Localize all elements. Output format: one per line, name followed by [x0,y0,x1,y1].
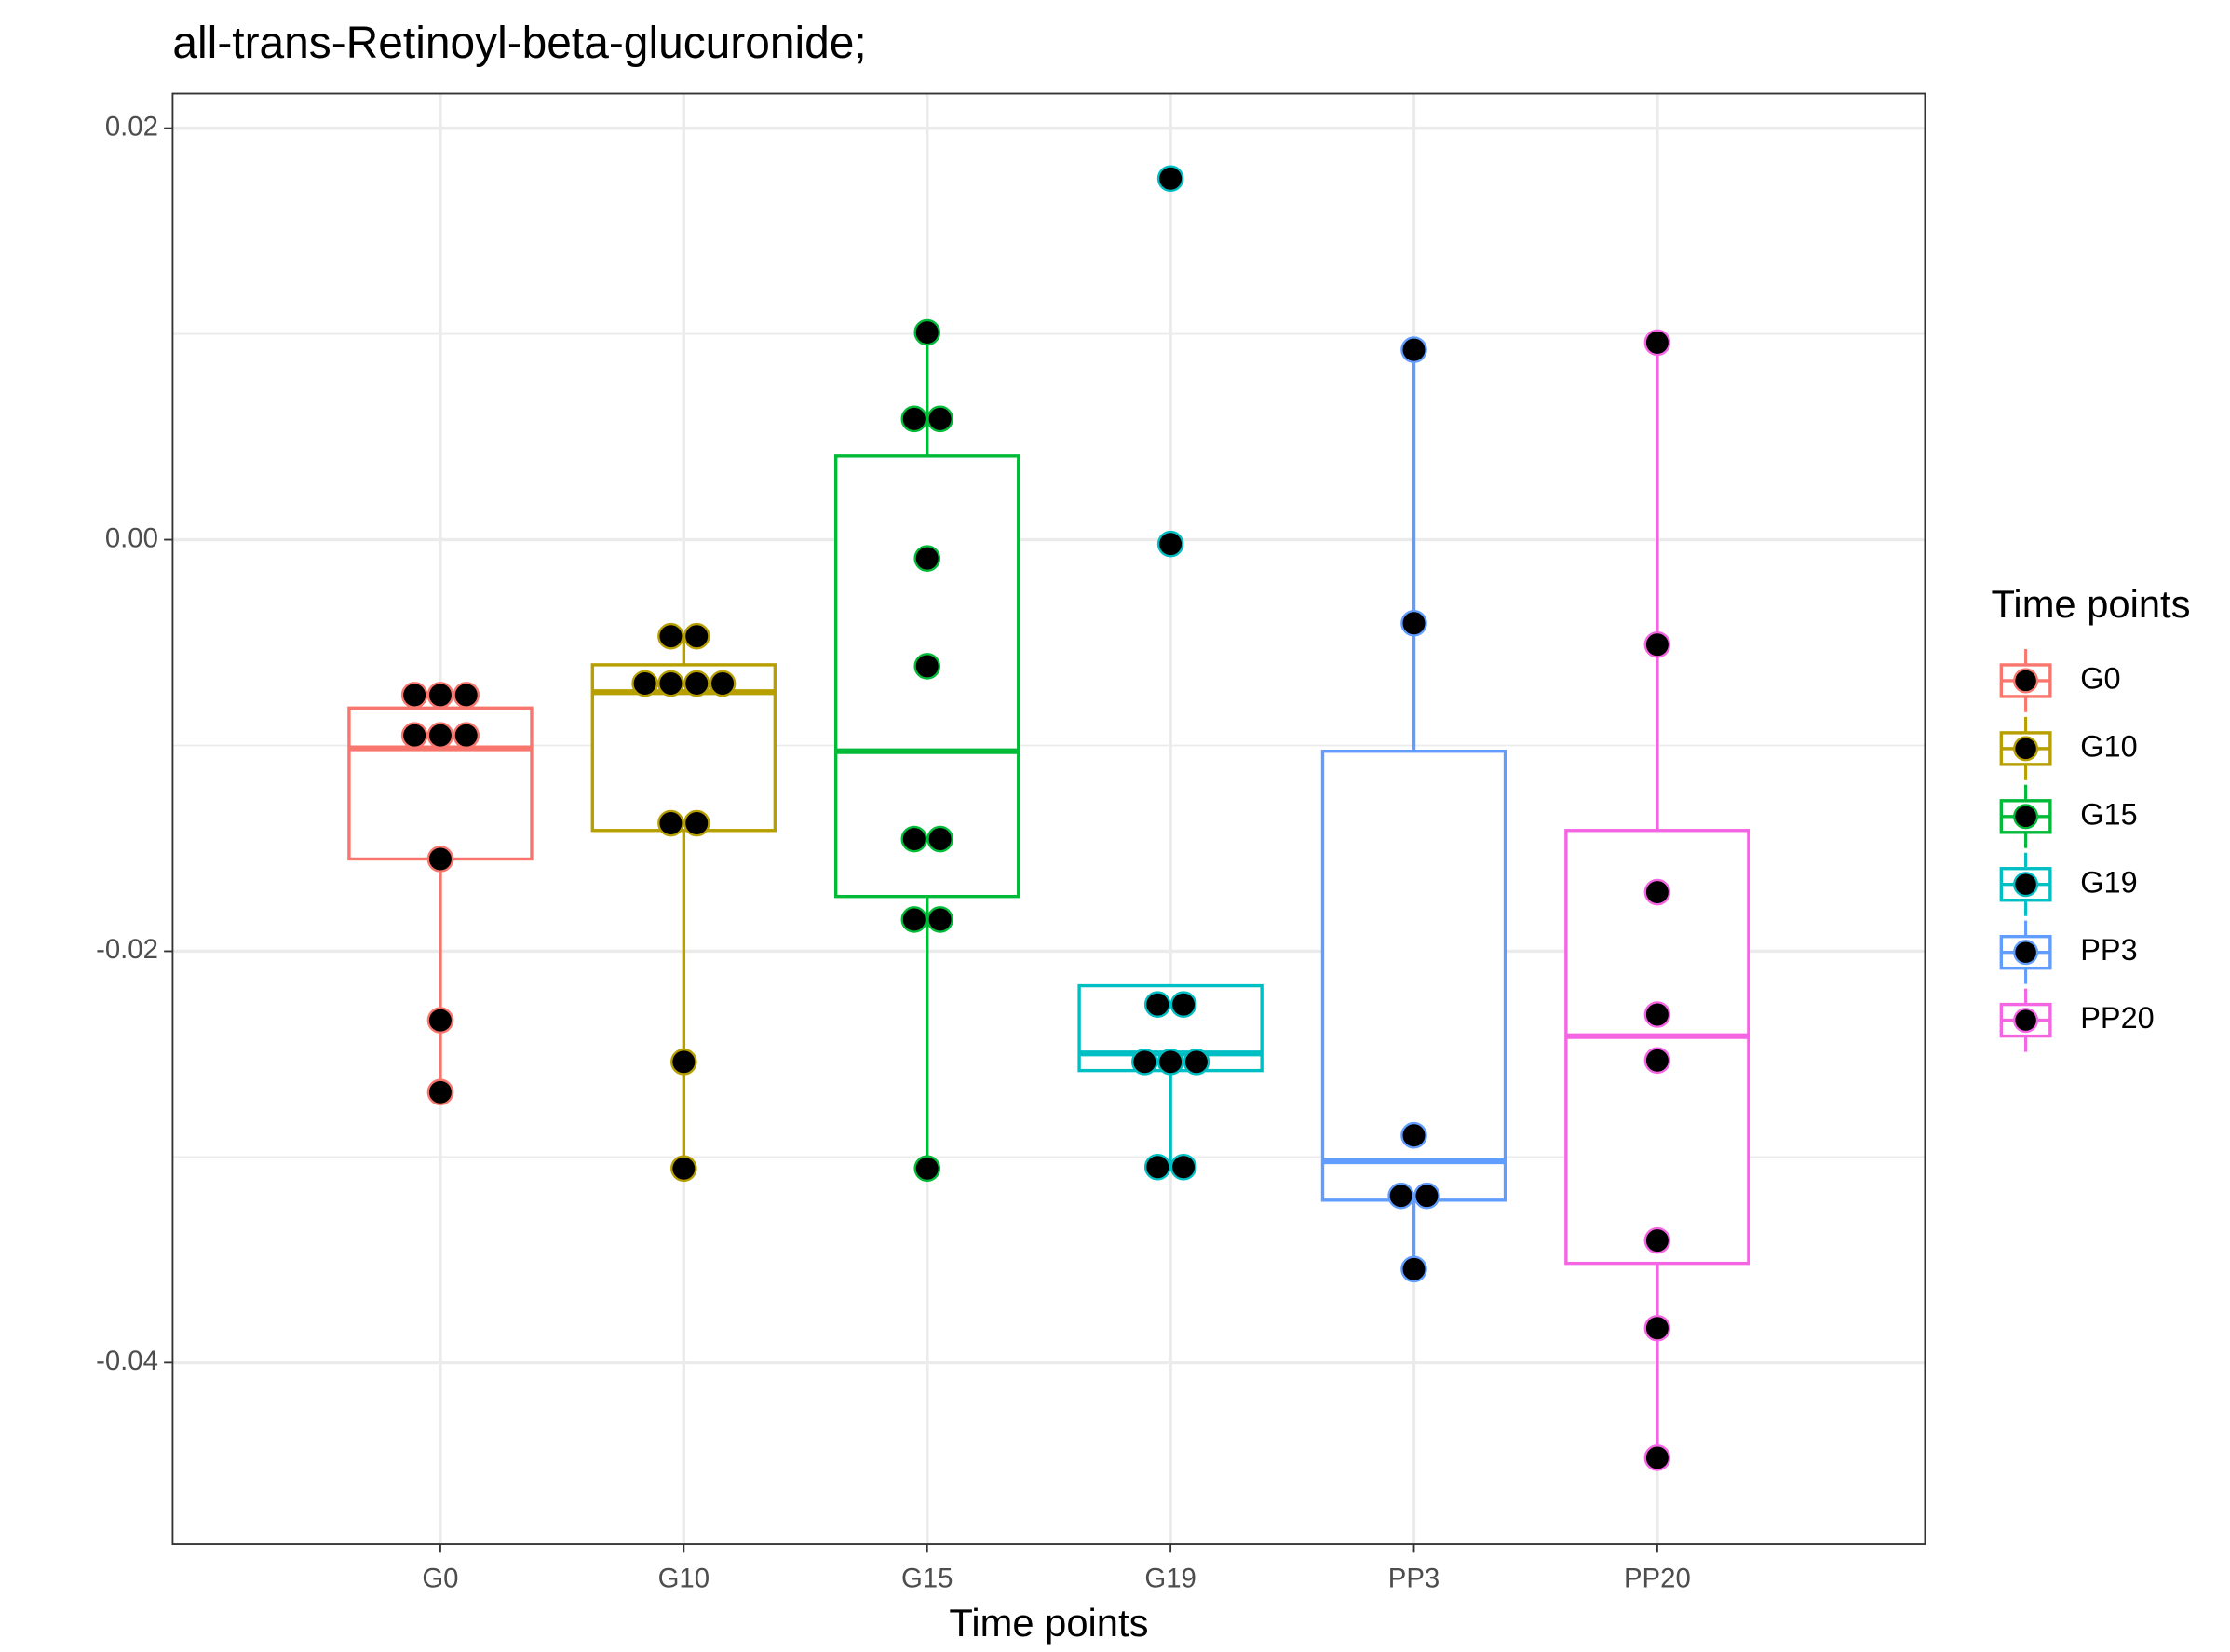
point [683,809,710,837]
legend-key-point [2013,668,2039,694]
point [926,825,953,853]
point [1400,336,1427,363]
point [1156,530,1184,558]
legend-label: G19 [2080,865,2137,899]
point [913,653,941,680]
point [1643,329,1671,357]
legend-label: G0 [2080,662,2120,696]
legend-key-point [2013,736,2039,762]
legend-key-point [2013,872,2039,898]
point [400,682,428,709]
point [709,670,737,697]
point [426,846,454,873]
box [1077,983,1264,1073]
point [1387,1182,1414,1210]
point [926,906,953,933]
point [1156,1049,1184,1076]
point [426,1078,454,1106]
point [900,405,928,433]
point [1169,1153,1197,1181]
point [1143,991,1171,1018]
point [426,682,454,709]
point [426,1007,454,1034]
legend-key-point [2013,804,2039,830]
x-tick-label: PP3 [1388,1563,1439,1593]
point [453,722,480,749]
point [1643,1444,1671,1471]
x-tick-label: G19 [1144,1563,1196,1593]
point [1643,1226,1671,1254]
point [1156,165,1184,193]
point [1643,878,1671,906]
point [1131,1049,1158,1076]
box-group [590,622,777,1183]
point [657,809,684,837]
point [657,670,684,697]
point [913,545,941,572]
box-group [834,318,1020,1183]
y-tick-label: 0.00 [105,522,158,553]
x-tick-label: G0 [422,1563,458,1593]
point [1183,1049,1210,1076]
point [453,682,480,709]
point [400,722,428,749]
point [1400,609,1427,637]
legend-label: PP3 [2080,933,2137,967]
box-group [1320,336,1507,1283]
x-tick-label: G10 [658,1563,710,1593]
y-tick-label: -0.02 [96,934,158,965]
point [683,622,710,650]
point [1643,1047,1671,1075]
plot-border [171,92,1926,1545]
point [900,825,928,853]
point [1643,1314,1671,1342]
point [1169,991,1197,1018]
point [1413,1182,1440,1210]
legend-key-point [2013,940,2039,966]
point [926,405,953,433]
point [1400,1121,1427,1149]
legend-label: G15 [2080,797,2137,831]
point [1143,1153,1171,1181]
y-tick-label: -0.04 [96,1346,158,1376]
point [631,670,658,697]
point [1400,1255,1427,1283]
point [913,1155,941,1183]
point [1643,1001,1671,1028]
legend-title: Time points [1992,582,2191,626]
box-group [1077,165,1264,1181]
x-tick-label: G15 [901,1563,953,1593]
point [683,670,710,697]
box-group [347,682,534,1106]
point [1643,630,1671,658]
x-tick-label: PP20 [1624,1563,1691,1593]
point [657,622,684,650]
point [913,318,941,346]
point [670,1049,697,1076]
x-axis-label: Time points [949,1601,1148,1645]
point [426,722,454,749]
box-group [1564,329,1750,1471]
point [900,906,928,933]
legend-label: PP20 [2080,1001,2154,1035]
y-tick-label: 0.02 [105,111,158,142]
legend-key-point [2013,1008,2039,1034]
chart-title: all-trans-Retinoyl-beta-glucuronide; [172,19,866,68]
legend-label: G10 [2080,729,2137,763]
point [670,1155,697,1183]
